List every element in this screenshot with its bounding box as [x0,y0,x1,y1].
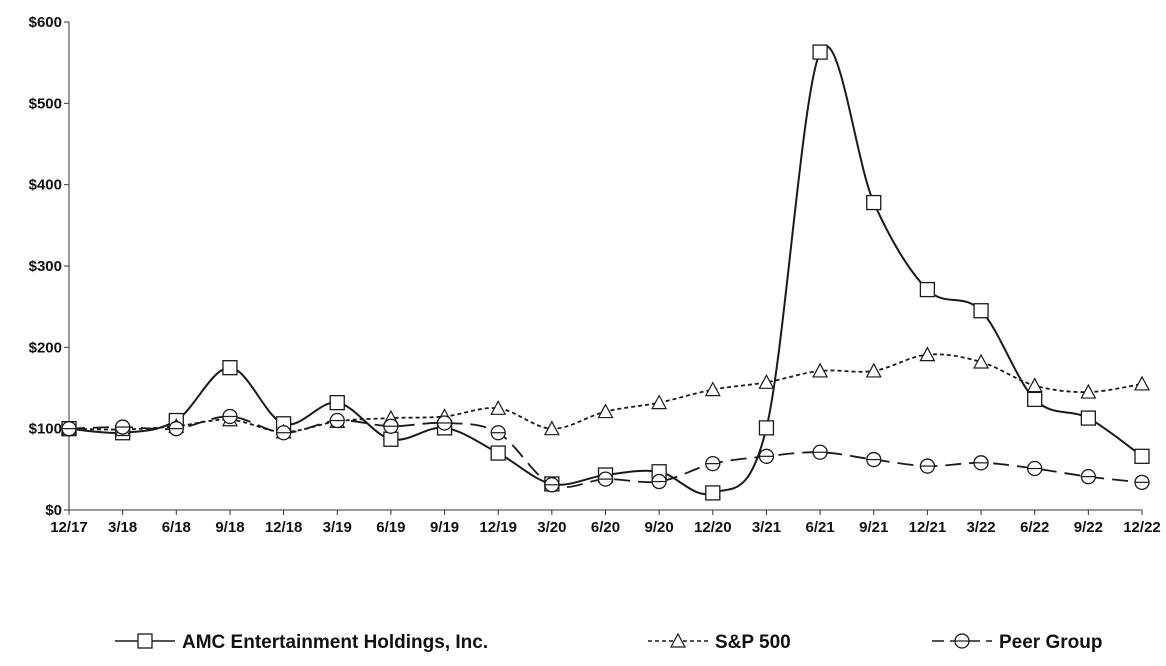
data-point-square [1027,391,1043,408]
series-layer [60,44,1151,501]
x-tick-label: 3/18 [108,519,137,536]
y-tick-label: $500 [29,95,62,112]
data-point-triangle [1026,377,1043,393]
data-point-triangle [704,381,721,397]
x-tick-label: 6/21 [805,519,834,536]
x-tick-label: 12/19 [479,519,517,536]
x-tick-label: 12/22 [1123,519,1161,536]
data-point-circle [1134,474,1150,490]
data-point-square [1080,410,1096,426]
data-point-circle [222,408,238,425]
data-point-circle [544,477,560,493]
data-point-circle [490,425,506,441]
x-tick-label: 9/21 [859,519,888,536]
x-tick-label: 9/22 [1074,519,1103,536]
data-point-square [812,44,828,60]
legend-marker-triangle [669,632,687,648]
data-point-circle [168,421,184,437]
x-tick-label: 3/19 [323,519,352,536]
data-point-square [383,431,399,447]
series-line [68,45,1143,496]
data-point-triangle [919,346,936,362]
data-point-square [490,445,506,461]
data-point-circle [61,421,77,437]
data-point-circle [436,415,453,431]
legend-marker-circle [954,633,970,649]
data-point-circle [973,455,989,471]
legend-label: S&P 500 [715,632,791,653]
series-circle [61,408,1150,493]
data-point-square [919,281,936,298]
y-tick-label: $300 [29,258,62,275]
data-point-square [973,303,989,319]
x-tick-label: 12/18 [265,519,303,536]
x-tick-label: 6/18 [162,519,191,536]
data-point-triangle [1080,383,1097,399]
data-point-triangle [651,394,668,410]
data-point-triangle [1133,375,1151,391]
data-point-square [222,360,238,376]
x-tick-label: 12/21 [909,519,947,536]
data-point-circle [1080,469,1096,485]
axes: $0 $100 $200 $300 $400 $500 $600 12/17 3/18 6/18 9… [29,14,1161,536]
x-tick-label: 3/20 [537,519,566,536]
data-point-circle [329,412,345,429]
x-tick-label: 3/21 [752,519,781,536]
data-point-square [866,194,882,211]
legend-label: Peer Group [999,632,1102,653]
x-tick-label: 12/17 [50,519,88,536]
x-tick-label: 6/19 [376,519,405,536]
x-tick-label: 9/18 [215,519,244,536]
data-point-triangle [865,362,882,378]
data-point-square [705,485,721,501]
data-point-triangle [973,353,990,369]
data-point-circle [866,451,882,468]
y-tick-label: $200 [29,339,62,356]
data-point-circle [597,471,614,487]
legend-item: AMC Entertainment Holdings, Inc. [115,632,488,653]
data-point-square [329,394,345,411]
data-point-circle [705,455,721,472]
x-tick-label: 9/20 [645,519,674,536]
data-point-triangle [758,374,775,389]
data-point-square [1134,448,1150,464]
data-point-square [758,420,775,436]
x-tick-label: 12/20 [694,519,732,536]
y-tick-label: $0 [45,502,62,519]
legend-marker-square [137,633,153,649]
data-point-circle [651,473,667,490]
legend: AMC Entertainment Holdings, Inc. S&P 500 P… [115,632,1102,653]
series-square [61,44,1150,501]
data-point-triangle [597,403,614,419]
data-point-circle [115,419,131,435]
data-point-circle [383,418,399,434]
legend-item: Peer Group [932,632,1102,653]
data-point-triangle [543,420,560,436]
legend-label: AMC Entertainment Holdings, Inc. [182,632,488,653]
data-point-triangle [490,400,507,415]
data-point-circle [758,448,775,464]
data-point-circle [1027,460,1043,477]
data-point-triangle [812,362,829,378]
x-tick-label: 6/20 [591,519,620,536]
y-tick-label: $400 [29,177,62,194]
x-tick-label: 9/19 [430,519,459,536]
y-tick-label: $100 [29,421,62,438]
data-point-circle [812,444,828,460]
data-point-circle [919,458,936,474]
legend-item: S&P 500 [648,632,791,653]
x-tick-label: 3/22 [966,519,995,536]
x-tick-label: 6/22 [1020,519,1049,536]
data-point-circle [275,425,292,441]
y-tick-label: $600 [29,14,62,31]
